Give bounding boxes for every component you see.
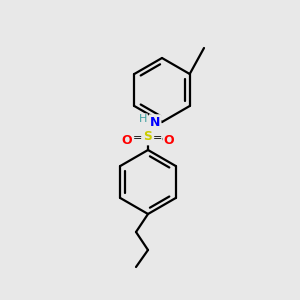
Text: O: O (164, 134, 174, 146)
Text: H: H (139, 114, 147, 124)
Text: N: N (150, 116, 160, 128)
Text: S: S (143, 130, 152, 143)
Text: =: = (133, 133, 143, 143)
Text: O: O (122, 134, 132, 146)
Text: =: = (152, 133, 162, 143)
